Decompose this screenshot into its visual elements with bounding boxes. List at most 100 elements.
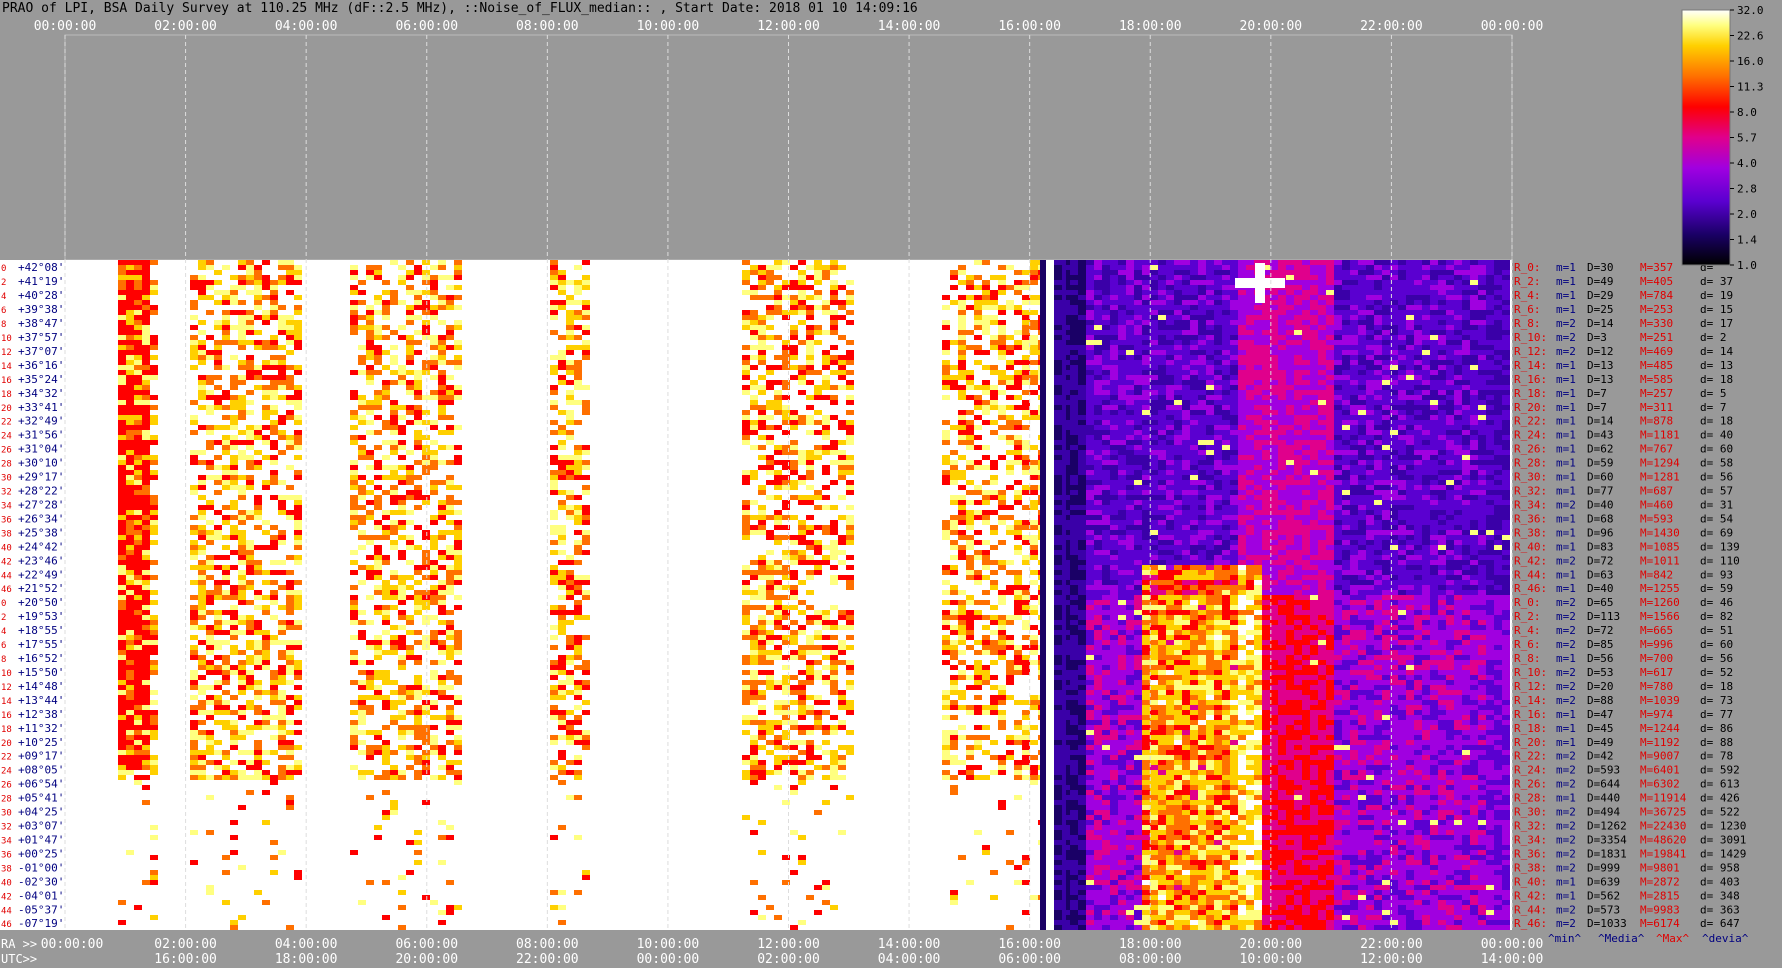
heatmap-cell xyxy=(550,605,558,610)
heatmap-cell xyxy=(198,700,206,705)
heatmap-cell xyxy=(758,505,766,510)
heatmap-cell xyxy=(982,550,990,555)
heatmap-cell xyxy=(430,540,438,545)
heatmap-cell xyxy=(814,505,822,510)
heatmap-cell xyxy=(1054,645,1062,650)
heatmap-cell xyxy=(198,625,206,630)
heatmap-cell xyxy=(1054,590,1062,595)
heatmap-cell xyxy=(198,375,206,380)
heatmap-cell xyxy=(398,280,406,285)
heatmap-cell xyxy=(950,365,958,370)
heatmap-cell xyxy=(1054,675,1062,680)
heatmap-cell xyxy=(958,300,966,305)
heatmap-cell xyxy=(262,790,270,795)
heatmap-cell xyxy=(1078,565,1086,570)
heatmap-cell xyxy=(214,565,222,570)
heatmap-cell xyxy=(990,400,998,405)
heatmap-cell xyxy=(830,760,838,765)
heatmap-cell xyxy=(438,375,446,380)
heatmap-cell xyxy=(422,270,430,275)
heatmap-cell xyxy=(982,750,990,755)
heatmap-cell xyxy=(190,750,198,755)
heatmap-cell xyxy=(118,520,126,525)
heatmap-cell xyxy=(758,655,766,660)
heatmap-cell xyxy=(814,455,822,460)
heatmap-cell xyxy=(398,700,406,705)
heatmap-cell xyxy=(1102,520,1110,525)
heatmap-cell xyxy=(270,405,278,410)
heatmap-cell xyxy=(390,805,398,810)
heatmap-cell xyxy=(790,640,798,645)
heatmap-cell xyxy=(806,560,814,565)
heatmap-cell xyxy=(742,430,750,435)
heatmap-cell xyxy=(294,325,302,330)
heatmap-cell xyxy=(414,370,422,375)
heatmap-cell xyxy=(230,525,238,530)
heatmap-cell xyxy=(254,430,262,435)
heatmap-cell xyxy=(142,560,150,565)
heatmap-cell xyxy=(134,335,142,340)
heatmap-cell xyxy=(982,565,990,570)
heatmap-cell xyxy=(830,775,838,780)
heatmap-cell xyxy=(142,715,150,720)
heatmap-cell xyxy=(1070,465,1078,470)
heatmap-cell xyxy=(766,385,774,390)
heatmap-cell xyxy=(1086,355,1094,360)
heatmap-cell xyxy=(1102,415,1110,420)
heatmap-cell xyxy=(134,735,142,740)
heatmap-cell xyxy=(1022,355,1030,360)
heatmap-cell xyxy=(294,535,302,540)
heatmap-cell xyxy=(142,575,150,580)
heatmap-cell xyxy=(790,555,798,560)
heatmap-cell xyxy=(1094,475,1102,480)
heatmap-cell xyxy=(1070,525,1078,530)
heatmap-cell xyxy=(966,525,974,530)
heatmap-cell xyxy=(414,350,422,355)
heatmap-cell xyxy=(142,585,150,590)
heatmap-cell xyxy=(1086,900,1094,905)
heatmap-cell xyxy=(1006,740,1014,745)
heatmap-cell xyxy=(790,310,798,315)
heatmap-cell xyxy=(382,350,390,355)
heatmap-cell xyxy=(1054,725,1062,730)
heatmap-cell xyxy=(246,480,254,485)
heatmap-cell xyxy=(1094,645,1102,650)
heatmap-cell xyxy=(366,305,374,310)
heatmap-cell xyxy=(982,420,990,425)
heatmap-cell xyxy=(374,565,382,570)
heatmap-cell xyxy=(1086,775,1094,780)
heatmap-cell xyxy=(262,595,270,600)
heatmap-cell xyxy=(446,655,454,660)
heatmap-cell xyxy=(254,300,262,305)
heatmap-cell xyxy=(350,500,358,505)
heatmap-cell xyxy=(1078,515,1086,520)
heatmap-cell xyxy=(126,485,134,490)
heatmap-cell xyxy=(134,575,142,580)
heatmap-cell xyxy=(1078,270,1086,275)
heatmap-cell xyxy=(1070,810,1078,815)
heatmap-cell xyxy=(222,450,230,455)
heatmap-cell xyxy=(1014,305,1022,310)
heatmap-cell xyxy=(958,325,966,330)
heatmap-cell xyxy=(118,765,126,770)
heatmap-cell xyxy=(270,420,278,425)
heatmap-cell xyxy=(990,645,998,650)
heatmap-cell xyxy=(982,325,990,330)
heatmap-cell xyxy=(222,580,230,585)
heatmap-cell xyxy=(118,265,126,270)
heatmap-cell xyxy=(134,300,142,305)
heatmap-cell xyxy=(1094,450,1102,455)
heatmap-cell xyxy=(1078,805,1086,810)
heatmap-cell xyxy=(1070,690,1078,695)
heatmap-cell xyxy=(254,460,262,465)
heatmap-cell xyxy=(214,350,222,355)
heatmap-cell xyxy=(374,545,382,550)
heatmap-cell xyxy=(246,475,254,480)
heatmap-cell xyxy=(558,615,566,620)
heatmap-cell xyxy=(430,635,438,640)
heatmap-cell xyxy=(558,715,566,720)
heatmap-cell xyxy=(294,435,302,440)
heatmap-cell xyxy=(126,495,134,500)
heatmap-cell xyxy=(742,440,750,445)
heatmap-cells xyxy=(118,260,1510,930)
